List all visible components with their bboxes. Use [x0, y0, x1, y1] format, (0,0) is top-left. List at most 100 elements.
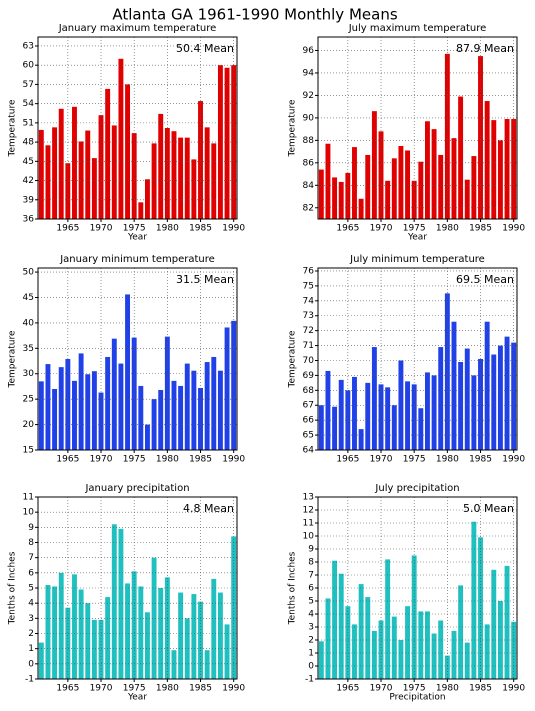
bar	[318, 169, 324, 219]
x-tick-label: 1990	[502, 684, 525, 694]
y-tick-label: 57	[23, 80, 34, 90]
y-tick-label: 92	[303, 91, 314, 101]
y-tick-label: 86	[303, 158, 315, 168]
x-tick-label: 1975	[403, 224, 426, 234]
bar	[338, 181, 344, 219]
bar	[85, 130, 91, 219]
x-tick-label: 1970	[370, 684, 393, 694]
bar	[497, 140, 503, 219]
x-tick-label: 1990	[502, 224, 525, 234]
y-tick-label: 5	[28, 584, 34, 594]
bar	[332, 560, 338, 679]
bar	[458, 361, 464, 450]
bar	[451, 138, 457, 219]
bar	[398, 360, 404, 450]
bar	[164, 577, 170, 679]
y-tick-label: 25	[23, 395, 34, 405]
y-tick-label: 35	[23, 344, 34, 354]
bar	[58, 572, 64, 679]
bar	[78, 141, 84, 219]
bar	[118, 58, 124, 220]
y-tick-label: 84	[303, 181, 315, 191]
y-tick-label: 94	[303, 68, 315, 78]
y-tick-label: 75	[303, 281, 314, 291]
y-tick-label: 69	[303, 371, 315, 381]
x-tick-label: 1965	[336, 455, 359, 465]
bar	[98, 619, 104, 679]
bar	[371, 111, 377, 219]
bar	[332, 177, 338, 219]
x-axis-label: Year	[127, 693, 147, 703]
panel-title: July minimum temperature	[349, 254, 485, 265]
bar	[171, 650, 177, 679]
mean-annotation: 31.5 Mean	[176, 273, 234, 286]
bar	[345, 606, 351, 679]
bar	[151, 143, 157, 219]
bar	[345, 390, 351, 450]
bar	[151, 557, 157, 679]
x-tick-label: 1980	[156, 224, 179, 234]
mean-annotation: 4.8 Mean	[183, 502, 234, 515]
bar	[58, 367, 64, 450]
x-tick-label: 1990	[502, 455, 525, 465]
y-tick-label: 30	[23, 369, 35, 379]
mean-annotation: 5.0 Mean	[463, 502, 514, 515]
bar	[385, 180, 391, 219]
bar	[178, 592, 184, 679]
y-tick-label: 7	[308, 571, 314, 581]
bar	[504, 565, 510, 679]
bar	[491, 120, 497, 219]
bar	[105, 88, 111, 219]
bar	[178, 137, 184, 219]
bar	[171, 380, 177, 450]
bar	[471, 375, 477, 450]
bar	[184, 363, 190, 450]
bar	[65, 163, 71, 219]
bar	[204, 650, 210, 679]
bar	[345, 172, 351, 219]
y-tick-label: 54	[23, 99, 35, 109]
bar	[178, 385, 184, 450]
bar	[424, 372, 430, 450]
x-tick-label: 1985	[189, 455, 212, 465]
bar	[464, 642, 470, 679]
y-tick-label: 82	[303, 203, 314, 213]
bar	[371, 630, 377, 679]
panel-title: January maximum temperature	[58, 23, 217, 34]
y-tick-label: 3	[28, 614, 34, 624]
bar	[352, 376, 357, 450]
bar	[224, 327, 230, 450]
y-tick-label: 96	[303, 46, 315, 56]
bar	[325, 370, 331, 450]
y-tick-label: 0	[28, 659, 34, 669]
bar	[91, 619, 97, 679]
bar	[151, 399, 157, 450]
bar	[38, 642, 44, 679]
x-tick-label: 1970	[90, 684, 113, 694]
bar	[444, 293, 450, 450]
x-tick-label: 1965	[336, 684, 359, 694]
x-tick-label: 1990	[222, 224, 245, 234]
bar	[458, 585, 464, 679]
y-axis-label: Tenths of Inches	[288, 551, 298, 625]
bar	[72, 574, 77, 679]
y-tick-label: 76	[303, 266, 315, 276]
bar	[338, 573, 344, 679]
bar	[217, 370, 223, 450]
y-axis-label: Temperature	[8, 99, 18, 157]
bar	[458, 96, 464, 219]
bar	[491, 354, 497, 450]
y-tick-label: 15	[23, 446, 34, 456]
bar	[158, 588, 164, 679]
y-tick-label: 67	[303, 401, 314, 411]
x-tick-label: 1980	[436, 224, 459, 234]
x-tick-label: 1975	[123, 684, 146, 694]
plot-frame	[37, 496, 238, 680]
x-tick-label: 1985	[469, 224, 492, 234]
y-tick-label: 4	[308, 610, 314, 620]
y-tick-label: 20	[23, 420, 35, 430]
x-tick-label: 1975	[403, 684, 426, 694]
y-axis-label: Temperature	[288, 330, 298, 388]
bar	[111, 338, 117, 450]
